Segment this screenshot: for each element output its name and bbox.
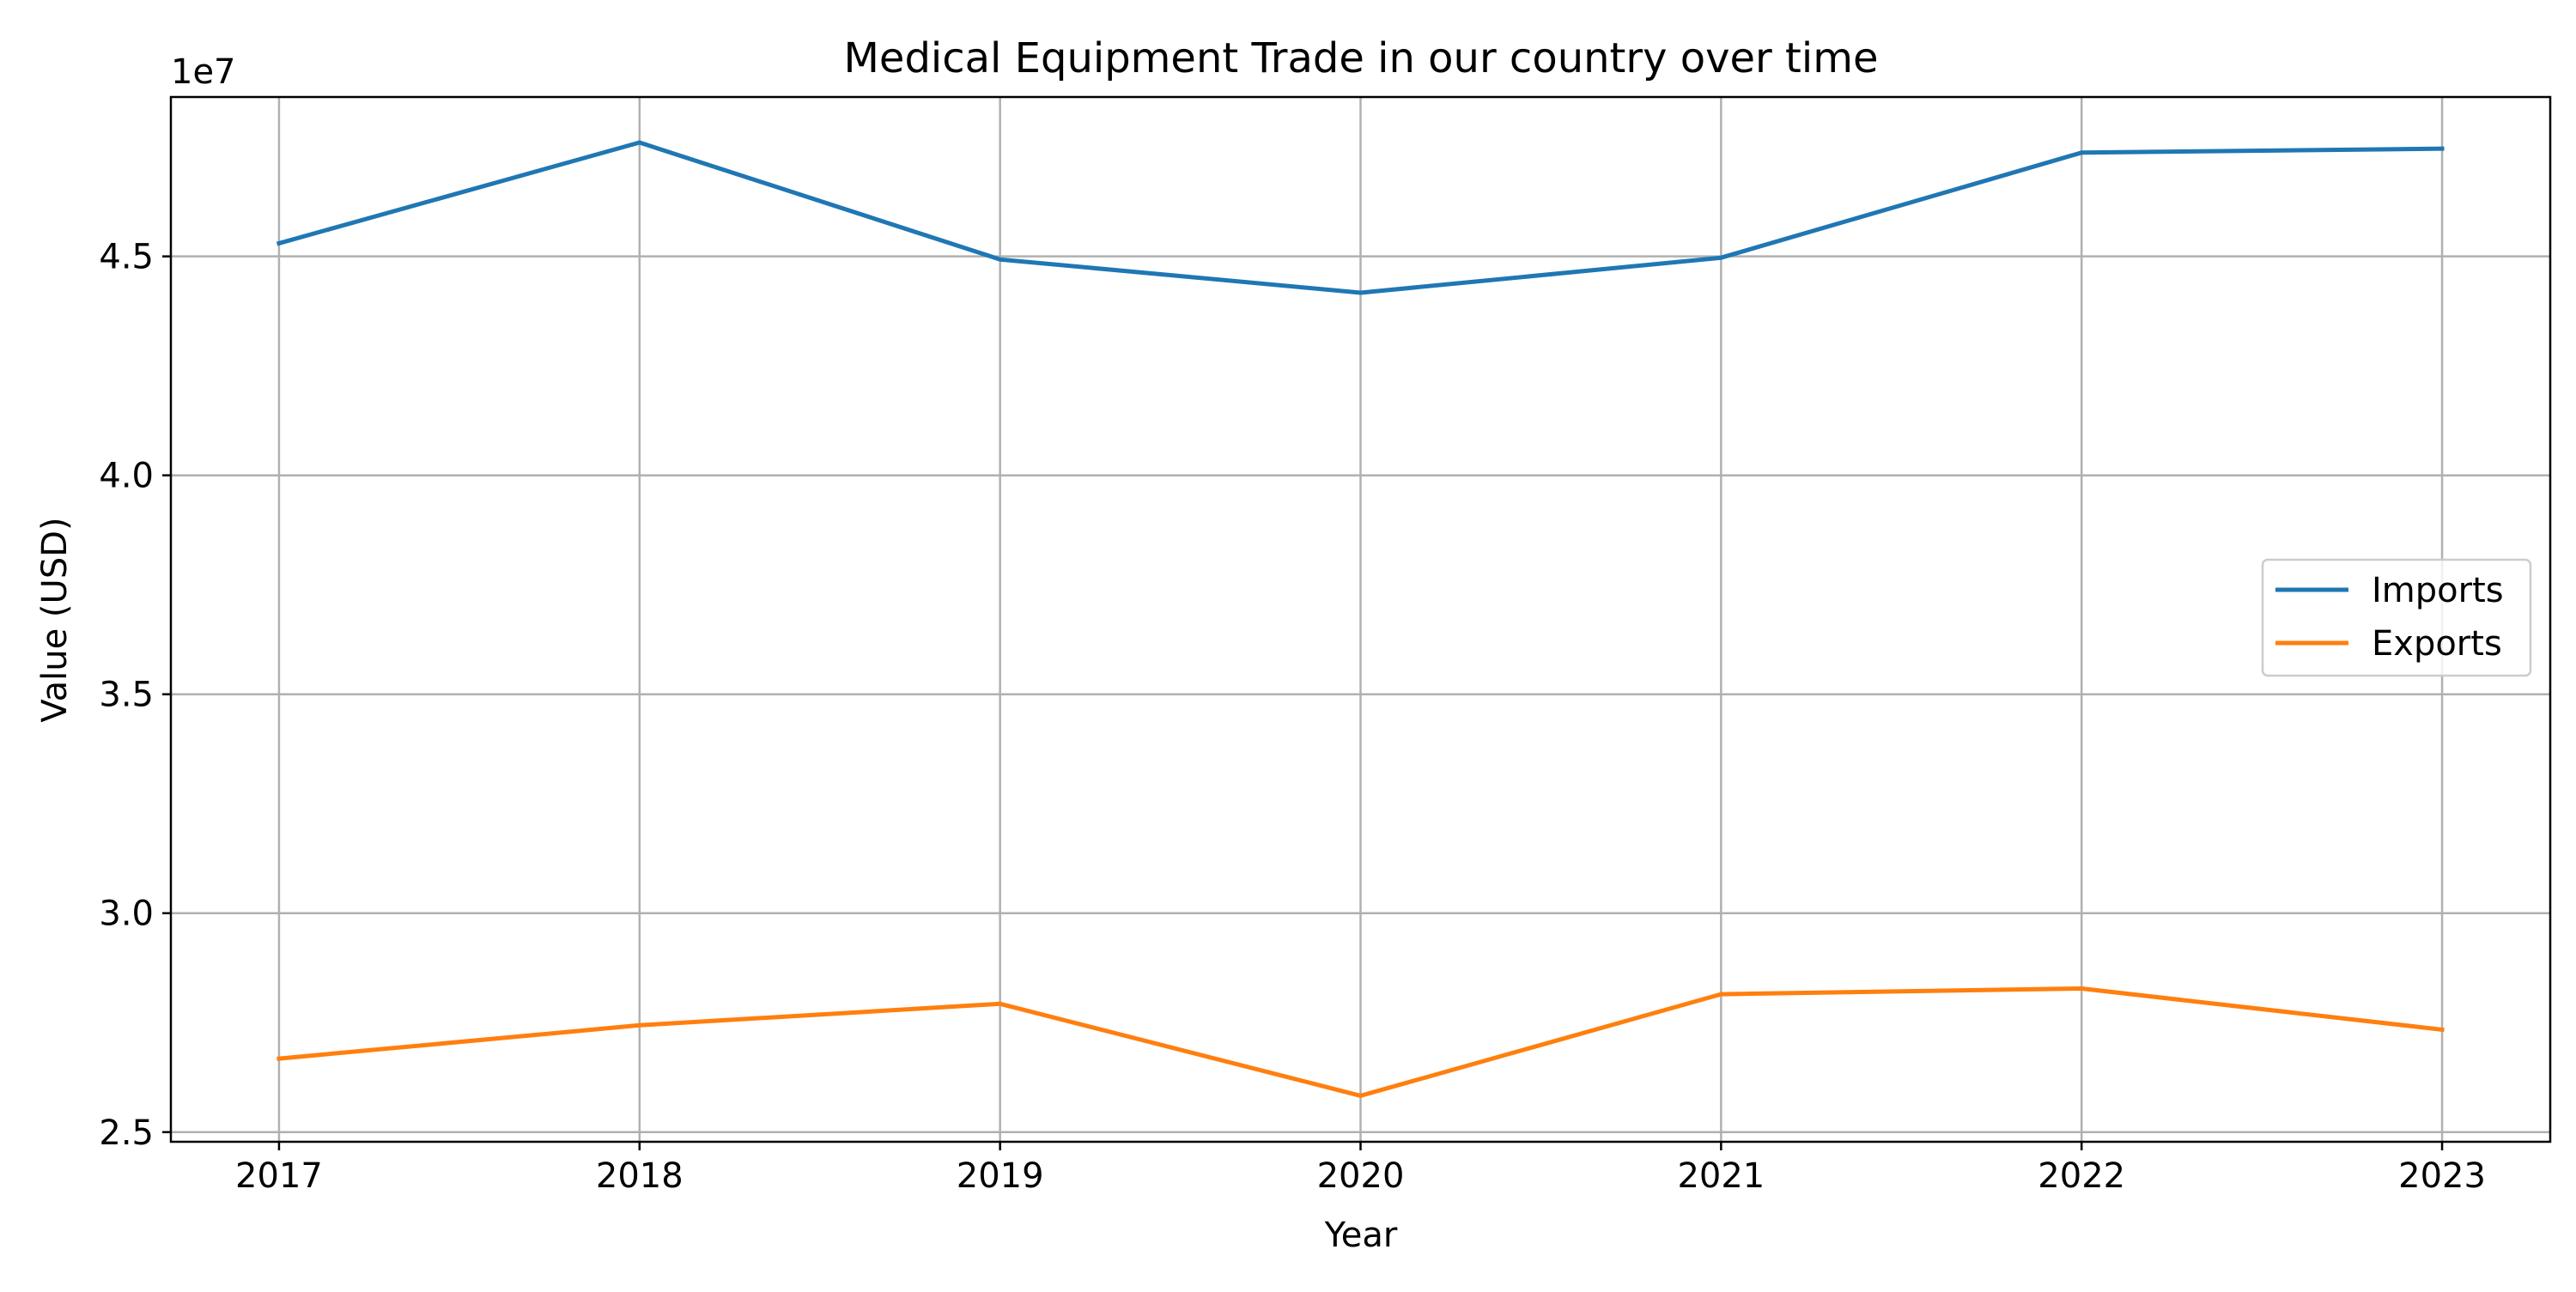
x-axis-ticks: 2017 2018 2019 2020 2021 2022 2023 xyxy=(235,1142,2486,1196)
y-axis-label: Value (USD) xyxy=(35,517,75,722)
data-point-imports xyxy=(276,240,282,246)
data-point-exports xyxy=(276,1056,282,1061)
y-tick-label: 2.5 xyxy=(99,1113,154,1153)
legend: Imports Exports xyxy=(2261,558,2532,677)
data-point-exports xyxy=(2439,1027,2445,1032)
legend-label-exports: Exports xyxy=(2372,624,2502,664)
y-tick-label: 4.5 xyxy=(99,238,154,277)
data-point-imports xyxy=(1718,255,1723,260)
y-tick-label: 3.0 xyxy=(99,895,154,934)
x-axis-label: Year xyxy=(1324,1216,1398,1255)
x-tick-label: 2022 xyxy=(2038,1156,2125,1196)
y-axis-ticks: 2.5 3.0 3.5 4.0 4.5 xyxy=(99,238,171,1153)
data-point-exports xyxy=(998,1001,1003,1006)
data-point-imports xyxy=(637,140,642,145)
data-point-imports xyxy=(1358,290,1363,295)
data-point-exports xyxy=(2079,986,2084,991)
x-tick-label: 2017 xyxy=(235,1156,323,1196)
data-point-imports xyxy=(2079,150,2084,155)
legend-label-imports: Imports xyxy=(2372,571,2504,610)
x-tick-label: 2023 xyxy=(2398,1156,2486,1196)
y-tick-label: 3.5 xyxy=(99,676,154,715)
data-point-imports xyxy=(2439,146,2445,151)
y-tick-label: 4.0 xyxy=(99,457,154,496)
data-point-exports xyxy=(1718,992,1723,997)
x-tick-label: 2020 xyxy=(1317,1156,1405,1196)
grid-lines xyxy=(171,97,2550,1142)
series-lines xyxy=(276,140,2445,1098)
data-point-imports xyxy=(998,257,1003,262)
x-tick-label: 2019 xyxy=(957,1156,1044,1196)
x-tick-label: 2018 xyxy=(596,1156,683,1196)
y-axis-offset-label: 1e7 xyxy=(171,52,236,92)
chart-title: Medical Equipment Trade in our country o… xyxy=(844,34,1879,82)
data-point-exports xyxy=(637,1022,642,1028)
x-tick-label: 2021 xyxy=(1677,1156,1765,1196)
data-point-exports xyxy=(1358,1093,1363,1098)
